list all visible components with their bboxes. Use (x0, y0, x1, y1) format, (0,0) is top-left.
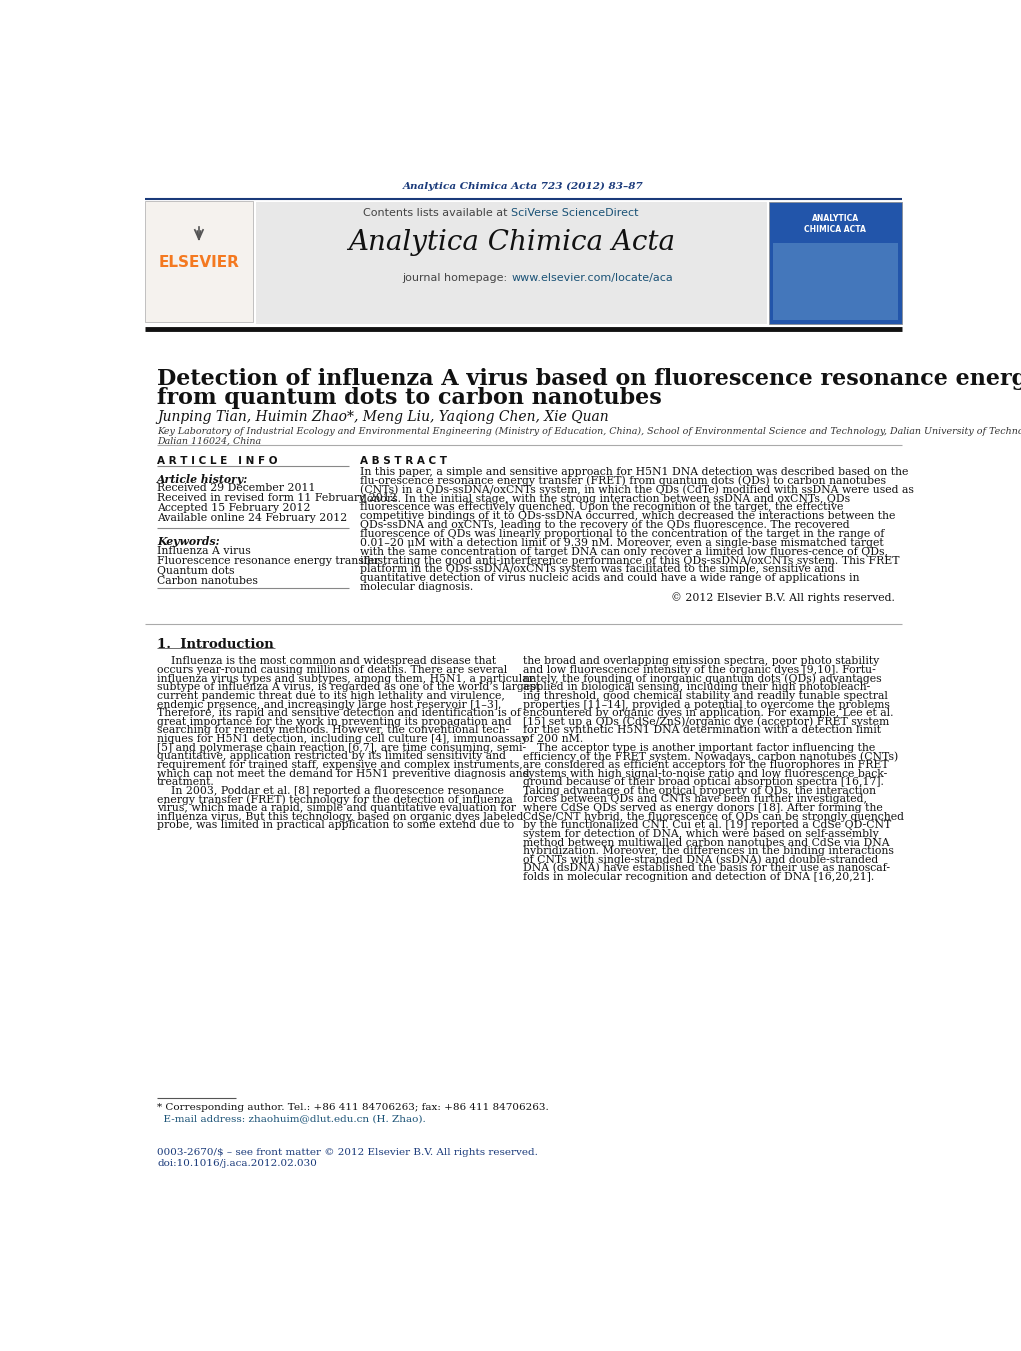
Text: Detection of influenza A virus based on fluorescence resonance energy transfer: Detection of influenza A virus based on … (157, 367, 1021, 389)
Text: properties [11–14], provided a potential to overcome the problems: properties [11–14], provided a potential… (523, 700, 889, 709)
Text: [15] set up a QDs (CdSe/ZnS)/organic dye (acceptor) FRET system: [15] set up a QDs (CdSe/ZnS)/organic dye… (523, 717, 889, 727)
Text: 0.01–20 μM with a detection limit of 9.39 nM. Moreover, even a single-base misma: 0.01–20 μM with a detection limit of 9.3… (360, 538, 884, 549)
Text: hybridization. Moreover, the differences in the binding interactions: hybridization. Moreover, the differences… (523, 846, 893, 857)
Text: Available online 24 February 2012: Available online 24 February 2012 (157, 513, 347, 523)
Text: In 2003, Poddar et al. [8] reported a fluorescence resonance: In 2003, Poddar et al. [8] reported a fl… (157, 786, 504, 796)
Bar (773, 243, 898, 320)
Text: system for detection of DNA, which were based on self-assembly: system for detection of DNA, which were … (523, 830, 879, 839)
Text: The acceptor type is another important factor influencing the: The acceptor type is another important f… (523, 743, 875, 753)
Text: Therefore, its rapid and sensitive detection and identification is of: Therefore, its rapid and sensitive detec… (157, 708, 521, 719)
Text: platform in the QDs-ssDNA/oxCNTs system was facilitated to the simple, sensitive: platform in the QDs-ssDNA/oxCNTs system … (360, 565, 834, 574)
Text: of 200 nM.: of 200 nM. (523, 734, 583, 744)
Text: © 2012 Elsevier B.V. All rights reserved.: © 2012 Elsevier B.V. All rights reserved… (671, 593, 894, 604)
Text: ing threshold, good chemical stability and readily tunable spectral: ing threshold, good chemical stability a… (523, 690, 887, 701)
Text: journal homepage:: journal homepage: (402, 273, 512, 282)
Text: great importance for the work in preventing its propagation and: great importance for the work in prevent… (157, 717, 512, 727)
Text: Junping Tian, Huimin Zhao*, Meng Liu, Yaqiong Chen, Xie Quan: Junping Tian, Huimin Zhao*, Meng Liu, Ya… (157, 411, 609, 424)
Text: probe, was limited in practical application to some extend due to: probe, was limited in practical applicat… (157, 820, 515, 831)
Bar (255, 203, 767, 324)
Text: 0003-2670/$ – see front matter © 2012 Elsevier B.V. All rights reserved.: 0003-2670/$ – see front matter © 2012 El… (157, 1148, 538, 1156)
Text: searching for remedy methods. However, the conventional tech-: searching for remedy methods. However, t… (157, 725, 509, 735)
Text: virus, which made a rapid, simple and quantitative evaluation for: virus, which made a rapid, simple and qu… (157, 802, 516, 813)
Text: treatment.: treatment. (157, 777, 214, 788)
Text: requirement for trained staff, expensive and complex instruments,: requirement for trained staff, expensive… (157, 761, 523, 770)
Bar (145, 200, 253, 323)
Text: Keywords:: Keywords: (157, 535, 220, 547)
Text: SciVerse ScienceDirect: SciVerse ScienceDirect (512, 208, 639, 218)
Text: Influenza is the most common and widespread disease that: Influenza is the most common and widespr… (157, 657, 496, 666)
Text: systems with high signal-to-noise ratio and low fluorescence back-: systems with high signal-to-noise ratio … (523, 769, 887, 778)
Text: influenza virus. But this technology, based on organic dyes labeled: influenza virus. But this technology, ba… (157, 812, 524, 821)
Bar (770, 203, 902, 324)
Text: competitive bindings of it to QDs-ssDNA occurred, which decreased the interactio: competitive bindings of it to QDs-ssDNA … (360, 511, 895, 521)
Text: DNA (dsDNA) have established the basis for their use as nanoscaf-: DNA (dsDNA) have established the basis f… (523, 863, 890, 874)
Text: which can not meet the demand for H5N1 preventive diagnosis and: which can not meet the demand for H5N1 p… (157, 769, 530, 778)
Text: where CdSe QDs served as energy donors [18]. After forming the: where CdSe QDs served as energy donors [… (523, 802, 882, 813)
Text: In this paper, a simple and sensitive approach for H5N1 DNA detection was descri: In this paper, a simple and sensitive ap… (360, 467, 909, 477)
Text: Accepted 15 February 2012: Accepted 15 February 2012 (157, 503, 310, 513)
Text: and low fluorescence intensity of the organic dyes [9,10]. Fortu-: and low fluorescence intensity of the or… (523, 665, 876, 676)
Text: the broad and overlapping emission spectra, poor photo stability: the broad and overlapping emission spect… (523, 657, 879, 666)
Text: folds in molecular recognition and detection of DNA [16,20,21].: folds in molecular recognition and detec… (523, 871, 874, 882)
Text: Carbon nanotubes: Carbon nanotubes (157, 576, 258, 585)
Text: Article history:: Article history: (157, 474, 248, 485)
Text: Influenza A virus: Influenza A virus (157, 546, 251, 555)
Text: from quantum dots to carbon nanotubes: from quantum dots to carbon nanotubes (157, 386, 662, 409)
Text: illustrating the good anti-interference performance of this QDs-ssDNA/oxCNTs sys: illustrating the good anti-interference … (360, 555, 900, 566)
Text: Received 29 December 2011: Received 29 December 2011 (157, 484, 315, 493)
Text: Analytica Chimica Acta 723 (2012) 83–87: Analytica Chimica Acta 723 (2012) 83–87 (403, 182, 644, 192)
Text: fluorescence of QDs was linearly proportional to the concentration of the target: fluorescence of QDs was linearly proport… (360, 530, 884, 539)
Text: Received in revised form 11 February 2012: Received in revised form 11 February 201… (157, 493, 397, 503)
Text: forces between QDs and CNTs have been further investigated,: forces between QDs and CNTs have been fu… (523, 794, 867, 804)
Text: ANALYTICA
CHIMICA ACTA: ANALYTICA CHIMICA ACTA (805, 213, 866, 234)
Text: 1.  Introduction: 1. Introduction (157, 638, 274, 651)
Text: doi:10.1016/j.aca.2012.02.030: doi:10.1016/j.aca.2012.02.030 (157, 1159, 317, 1167)
Text: QDs-ssDNA and oxCNTs, leading to the recovery of the QDs fluorescence. The recov: QDs-ssDNA and oxCNTs, leading to the rec… (360, 520, 849, 530)
Text: are considered as efficient acceptors for the fluorophores in FRET: are considered as efficient acceptors fo… (523, 761, 888, 770)
Text: niques for H5N1 detection, including cell culture [4], immunoassay: niques for H5N1 detection, including cel… (157, 734, 528, 744)
Text: (CNTs) in a QDs-ssDNA/oxCNTs system, in which the QDs (CdTe) modified with ssDNA: (CNTs) in a QDs-ssDNA/oxCNTs system, in … (360, 485, 914, 496)
Text: fluorescence was effectively quenched. Upon the recognition of the target, the e: fluorescence was effectively quenched. U… (360, 503, 843, 512)
Text: E-mail address: zhaohuim@dlut.edu.cn (H. Zhao).: E-mail address: zhaohuim@dlut.edu.cn (H.… (157, 1113, 426, 1123)
Text: flu-orescence resonance energy transfer (FRET) from quantum dots (QDs) to carbon: flu-orescence resonance energy transfer … (360, 476, 886, 486)
Text: molecular diagnosis.: molecular diagnosis. (360, 582, 474, 592)
Text: efficiency of the FRET system. Nowadays, carbon nanotubes (CNTs): efficiency of the FRET system. Nowadays,… (523, 751, 898, 762)
Text: energy transfer (FRET) technology for the detection of influenza: energy transfer (FRET) technology for th… (157, 794, 513, 805)
Text: by the functionalized CNT. Cui et al. [19] reported a CdSe QD-CNT: by the functionalized CNT. Cui et al. [1… (523, 820, 891, 831)
Text: for the synthetic H5N1 DNA determination with a detection limit: for the synthetic H5N1 DNA determination… (523, 725, 881, 735)
Text: of CNTs with single-stranded DNA (ssDNA) and double-stranded: of CNTs with single-stranded DNA (ssDNA)… (523, 855, 878, 866)
Text: quantitative, application restricted by its limited sensitivity and: quantitative, application restricted by … (157, 751, 506, 762)
Text: encountered by organic dyes in application. For example, Lee et al.: encountered by organic dyes in applicati… (523, 708, 893, 719)
Text: current pandemic threat due to its high lethality and virulence,: current pandemic threat due to its high … (157, 690, 505, 701)
Text: Fluorescence resonance energy transfer: Fluorescence resonance energy transfer (157, 555, 380, 566)
Text: quantitative detection of virus nucleic acids and could have a wide range of app: quantitative detection of virus nucleic … (360, 573, 860, 584)
Text: A R T I C L E   I N F O: A R T I C L E I N F O (157, 457, 278, 466)
Text: ELSEVIER: ELSEVIER (158, 255, 239, 270)
Text: [5] and polymerase chain reaction [6,7], are time consuming, semi-: [5] and polymerase chain reaction [6,7],… (157, 743, 526, 753)
Text: www.elsevier.com/locate/aca: www.elsevier.com/locate/aca (512, 273, 673, 282)
Text: Quantum dots: Quantum dots (157, 566, 235, 576)
Text: donors. In the initial stage, with the strong interaction between ssDNA and oxCN: donors. In the initial stage, with the s… (360, 493, 850, 504)
Text: Dalian 116024, China: Dalian 116024, China (157, 436, 261, 446)
Text: influenza virus types and subtypes, among them, H5N1, a particular: influenza virus types and subtypes, amon… (157, 674, 534, 684)
Text: CdSe/CNT hybrid, the fluorescence of QDs can be strongly quenched: CdSe/CNT hybrid, the fluorescence of QDs… (523, 812, 904, 821)
Text: A B S T R A C T: A B S T R A C T (360, 457, 447, 466)
Text: occurs year-round causing millions of deaths. There are several: occurs year-round causing millions of de… (157, 665, 507, 676)
Text: subtype of influenza A virus, is regarded as one of the world’s largest: subtype of influenza A virus, is regarde… (157, 682, 540, 692)
Text: method between multiwalled carbon nanotubes and CdSe via DNA: method between multiwalled carbon nanotu… (523, 838, 889, 847)
Text: nately, the founding of inorganic quantum dots (QDs) advantages: nately, the founding of inorganic quantu… (523, 674, 881, 684)
Text: ground because of their broad optical absorption spectra [16,17].: ground because of their broad optical ab… (523, 777, 884, 788)
Text: * Corresponding author. Tel.: +86 411 84706263; fax: +86 411 84706263.: * Corresponding author. Tel.: +86 411 84… (157, 1102, 549, 1112)
Text: with the same concentration of target DNA can only recover a limited low fluores: with the same concentration of target DN… (360, 547, 888, 557)
Text: Analytica Chimica Acta: Analytica Chimica Acta (348, 230, 675, 257)
Text: endemic presence, and increasingly large host reservoir [1–3].: endemic presence, and increasingly large… (157, 700, 501, 709)
Text: Contents lists available at: Contents lists available at (363, 208, 512, 218)
Text: Key Laboratory of Industrial Ecology and Environmental Engineering (Ministry of : Key Laboratory of Industrial Ecology and… (157, 427, 1021, 436)
Text: applied in biological sensing, including their high photobleach-: applied in biological sensing, including… (523, 682, 870, 692)
Text: Taking advantage of the optical property of QDs, the interaction: Taking advantage of the optical property… (523, 786, 876, 796)
